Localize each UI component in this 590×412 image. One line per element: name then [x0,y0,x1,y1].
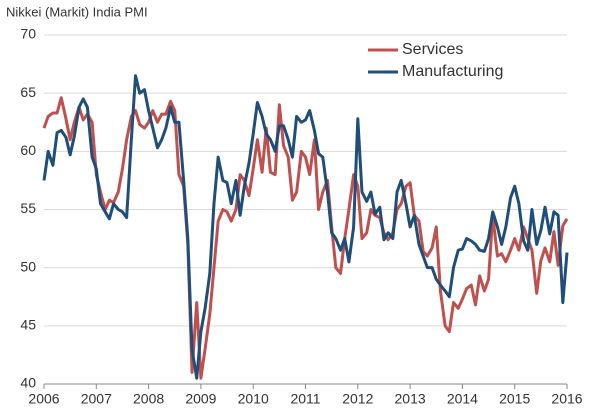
y-tick-label: 65 [20,84,36,100]
y-tick-label: 40 [20,375,36,391]
y-tick-label: 60 [20,142,36,158]
x-tick-label: 2013 [395,391,426,407]
x-tick-label: 2011 [290,391,320,407]
x-tick-label: 2007 [81,391,112,407]
legend-label: Manufacturing [402,63,503,80]
series-line [42,74,569,380]
legend-label: Services [402,41,463,58]
x-tick-label: 2009 [185,391,216,407]
x-tick-label: 2015 [499,391,530,407]
x-tick-label: 2012 [342,391,373,407]
chart-title: Nikkei (Markit) India PMI [6,4,148,19]
x-tick-label: 2006 [28,391,59,407]
y-tick-label: 55 [20,200,36,216]
series-line [42,96,569,380]
x-tick-label: 2008 [133,391,164,407]
y-tick-label: 50 [20,258,36,274]
y-tick-label: 45 [20,317,36,333]
x-tick-label: 2016 [551,391,582,407]
x-tick-label: 2014 [447,391,478,407]
x-tick-label: 2010 [238,391,269,407]
y-tick-label: 70 [20,26,36,42]
